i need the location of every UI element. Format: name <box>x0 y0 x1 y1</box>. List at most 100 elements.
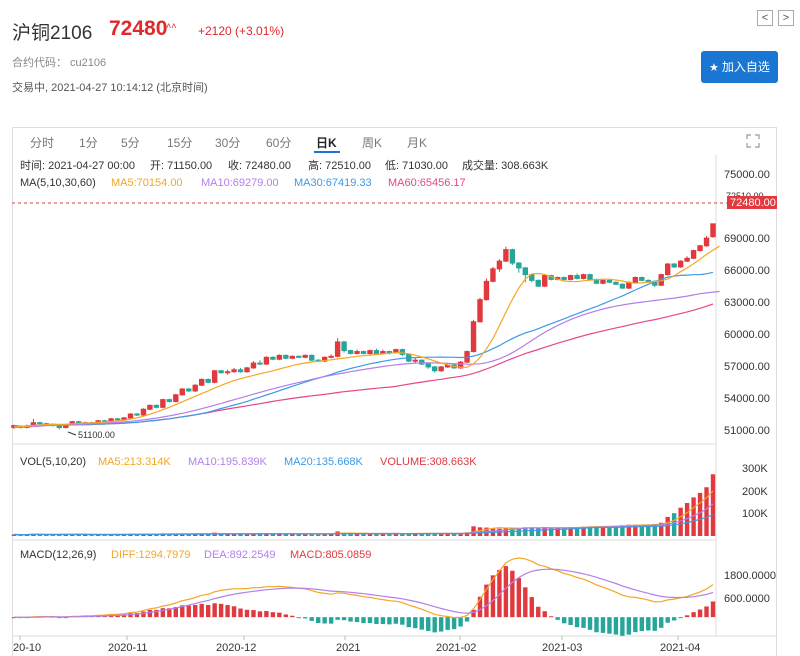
prev-button[interactable]: < <box>757 10 773 26</box>
volume-bar <box>374 533 379 536</box>
candle-body <box>127 413 134 419</box>
candle-body <box>192 384 198 392</box>
candle-body <box>490 268 496 282</box>
tab-monthly[interactable]: 月K <box>407 136 428 150</box>
volume-bar <box>400 533 405 536</box>
candle-body <box>516 262 522 269</box>
macd-bar <box>646 617 651 631</box>
macd-bar <box>180 605 185 618</box>
macd-diff-line <box>13 557 714 619</box>
next-button[interactable]: > <box>778 10 794 26</box>
vol-tick: 300K <box>742 463 768 475</box>
volume-bar <box>471 526 476 536</box>
macd-bar <box>257 611 263 618</box>
volume-bar <box>128 534 133 536</box>
candle-body <box>703 237 710 247</box>
watch-button-label: 加入自选 <box>721 60 770 74</box>
candle-body <box>244 367 250 373</box>
candle-body <box>354 351 360 354</box>
macd-bar <box>121 614 127 618</box>
candle-body <box>690 250 697 259</box>
tab-15min[interactable]: 15分 <box>167 136 193 150</box>
volume-bar <box>419 533 424 536</box>
tab-30min[interactable]: 30分 <box>215 136 241 150</box>
volume-bar <box>257 533 263 536</box>
candle-body <box>114 418 121 421</box>
macd-bar <box>380 617 386 625</box>
candle-body <box>211 370 218 383</box>
candle-body <box>270 356 276 360</box>
candle-body <box>438 366 444 372</box>
macd-bar <box>167 608 172 618</box>
macd-bar <box>665 617 670 623</box>
volume-bar <box>134 534 140 536</box>
macd-bar <box>154 609 159 618</box>
macd-bar <box>315 617 321 624</box>
macd-bar <box>270 612 276 618</box>
macd-bar <box>620 617 625 636</box>
info-open: 开: 71150.00 <box>150 160 212 172</box>
volume-bar <box>44 534 49 536</box>
macd-bar <box>529 597 534 618</box>
macd-bar <box>264 611 269 618</box>
tab-5min[interactable]: 5分 <box>121 136 140 150</box>
macd-bar <box>697 609 703 618</box>
volume-bar <box>581 526 586 536</box>
volume-bar <box>303 534 308 536</box>
candle-body <box>496 260 503 270</box>
volume-bar <box>555 528 560 536</box>
macd-bar <box>160 608 166 618</box>
tab-60min[interactable]: 60分 <box>266 136 292 150</box>
volume-bar <box>296 534 301 536</box>
candle-body <box>224 371 231 374</box>
vol-ma5-legend: MA5:213.314K <box>98 456 171 468</box>
volume-bar <box>24 534 30 536</box>
volume-bar <box>561 527 567 536</box>
candle-body <box>710 223 716 238</box>
candle-body <box>587 274 593 280</box>
macd-bar <box>510 570 515 618</box>
macd-bar <box>607 617 612 634</box>
macd-bar <box>477 596 483 618</box>
macd-bar <box>659 617 664 628</box>
volume-bar <box>121 534 127 536</box>
tab-1min[interactable]: 1分 <box>79 136 98 150</box>
volume-bar <box>607 526 612 536</box>
x-tick: 2021-04 <box>660 642 700 654</box>
vol-legend-label: VOL(5,10,20) <box>20 456 86 468</box>
macd-bar <box>374 617 379 624</box>
volume-bar <box>283 533 289 536</box>
candle-body <box>535 279 541 287</box>
macd-bar <box>633 617 638 633</box>
volume-bar <box>613 525 619 536</box>
macd-bar <box>341 617 347 621</box>
macd-bar <box>283 614 289 618</box>
macd-bar <box>671 617 677 621</box>
x-tick: 2020-12 <box>216 642 256 654</box>
candle-body <box>296 355 302 358</box>
tab-timeshare[interactable]: 分时 <box>30 136 55 150</box>
volume-bar <box>380 533 386 536</box>
volume-bar <box>57 534 62 536</box>
candle-body <box>671 263 677 268</box>
volume-bar <box>665 516 670 536</box>
macd-bar <box>438 617 444 632</box>
volume-bar <box>102 534 107 536</box>
macd-bar <box>173 607 179 618</box>
volume-bar <box>639 524 645 536</box>
price-tick: 54000.00 <box>724 393 770 405</box>
macd-bar <box>587 617 593 630</box>
candle-body <box>386 351 393 354</box>
add-to-watchlist-button[interactable]: ★ 加入自选 <box>701 51 778 83</box>
star-icon: ★ <box>709 62 719 74</box>
macd-bar <box>290 615 295 618</box>
candle-body <box>561 277 567 280</box>
fullscreen-icon[interactable] <box>746 134 760 148</box>
tab-daily[interactable]: 日K <box>316 136 337 150</box>
tab-weekly[interactable]: 周K <box>362 136 383 150</box>
ma5-legend: MA5:70154.00 <box>111 177 183 189</box>
candle-body <box>542 275 548 287</box>
macd-bar <box>134 613 140 618</box>
volume-bar <box>244 533 250 536</box>
